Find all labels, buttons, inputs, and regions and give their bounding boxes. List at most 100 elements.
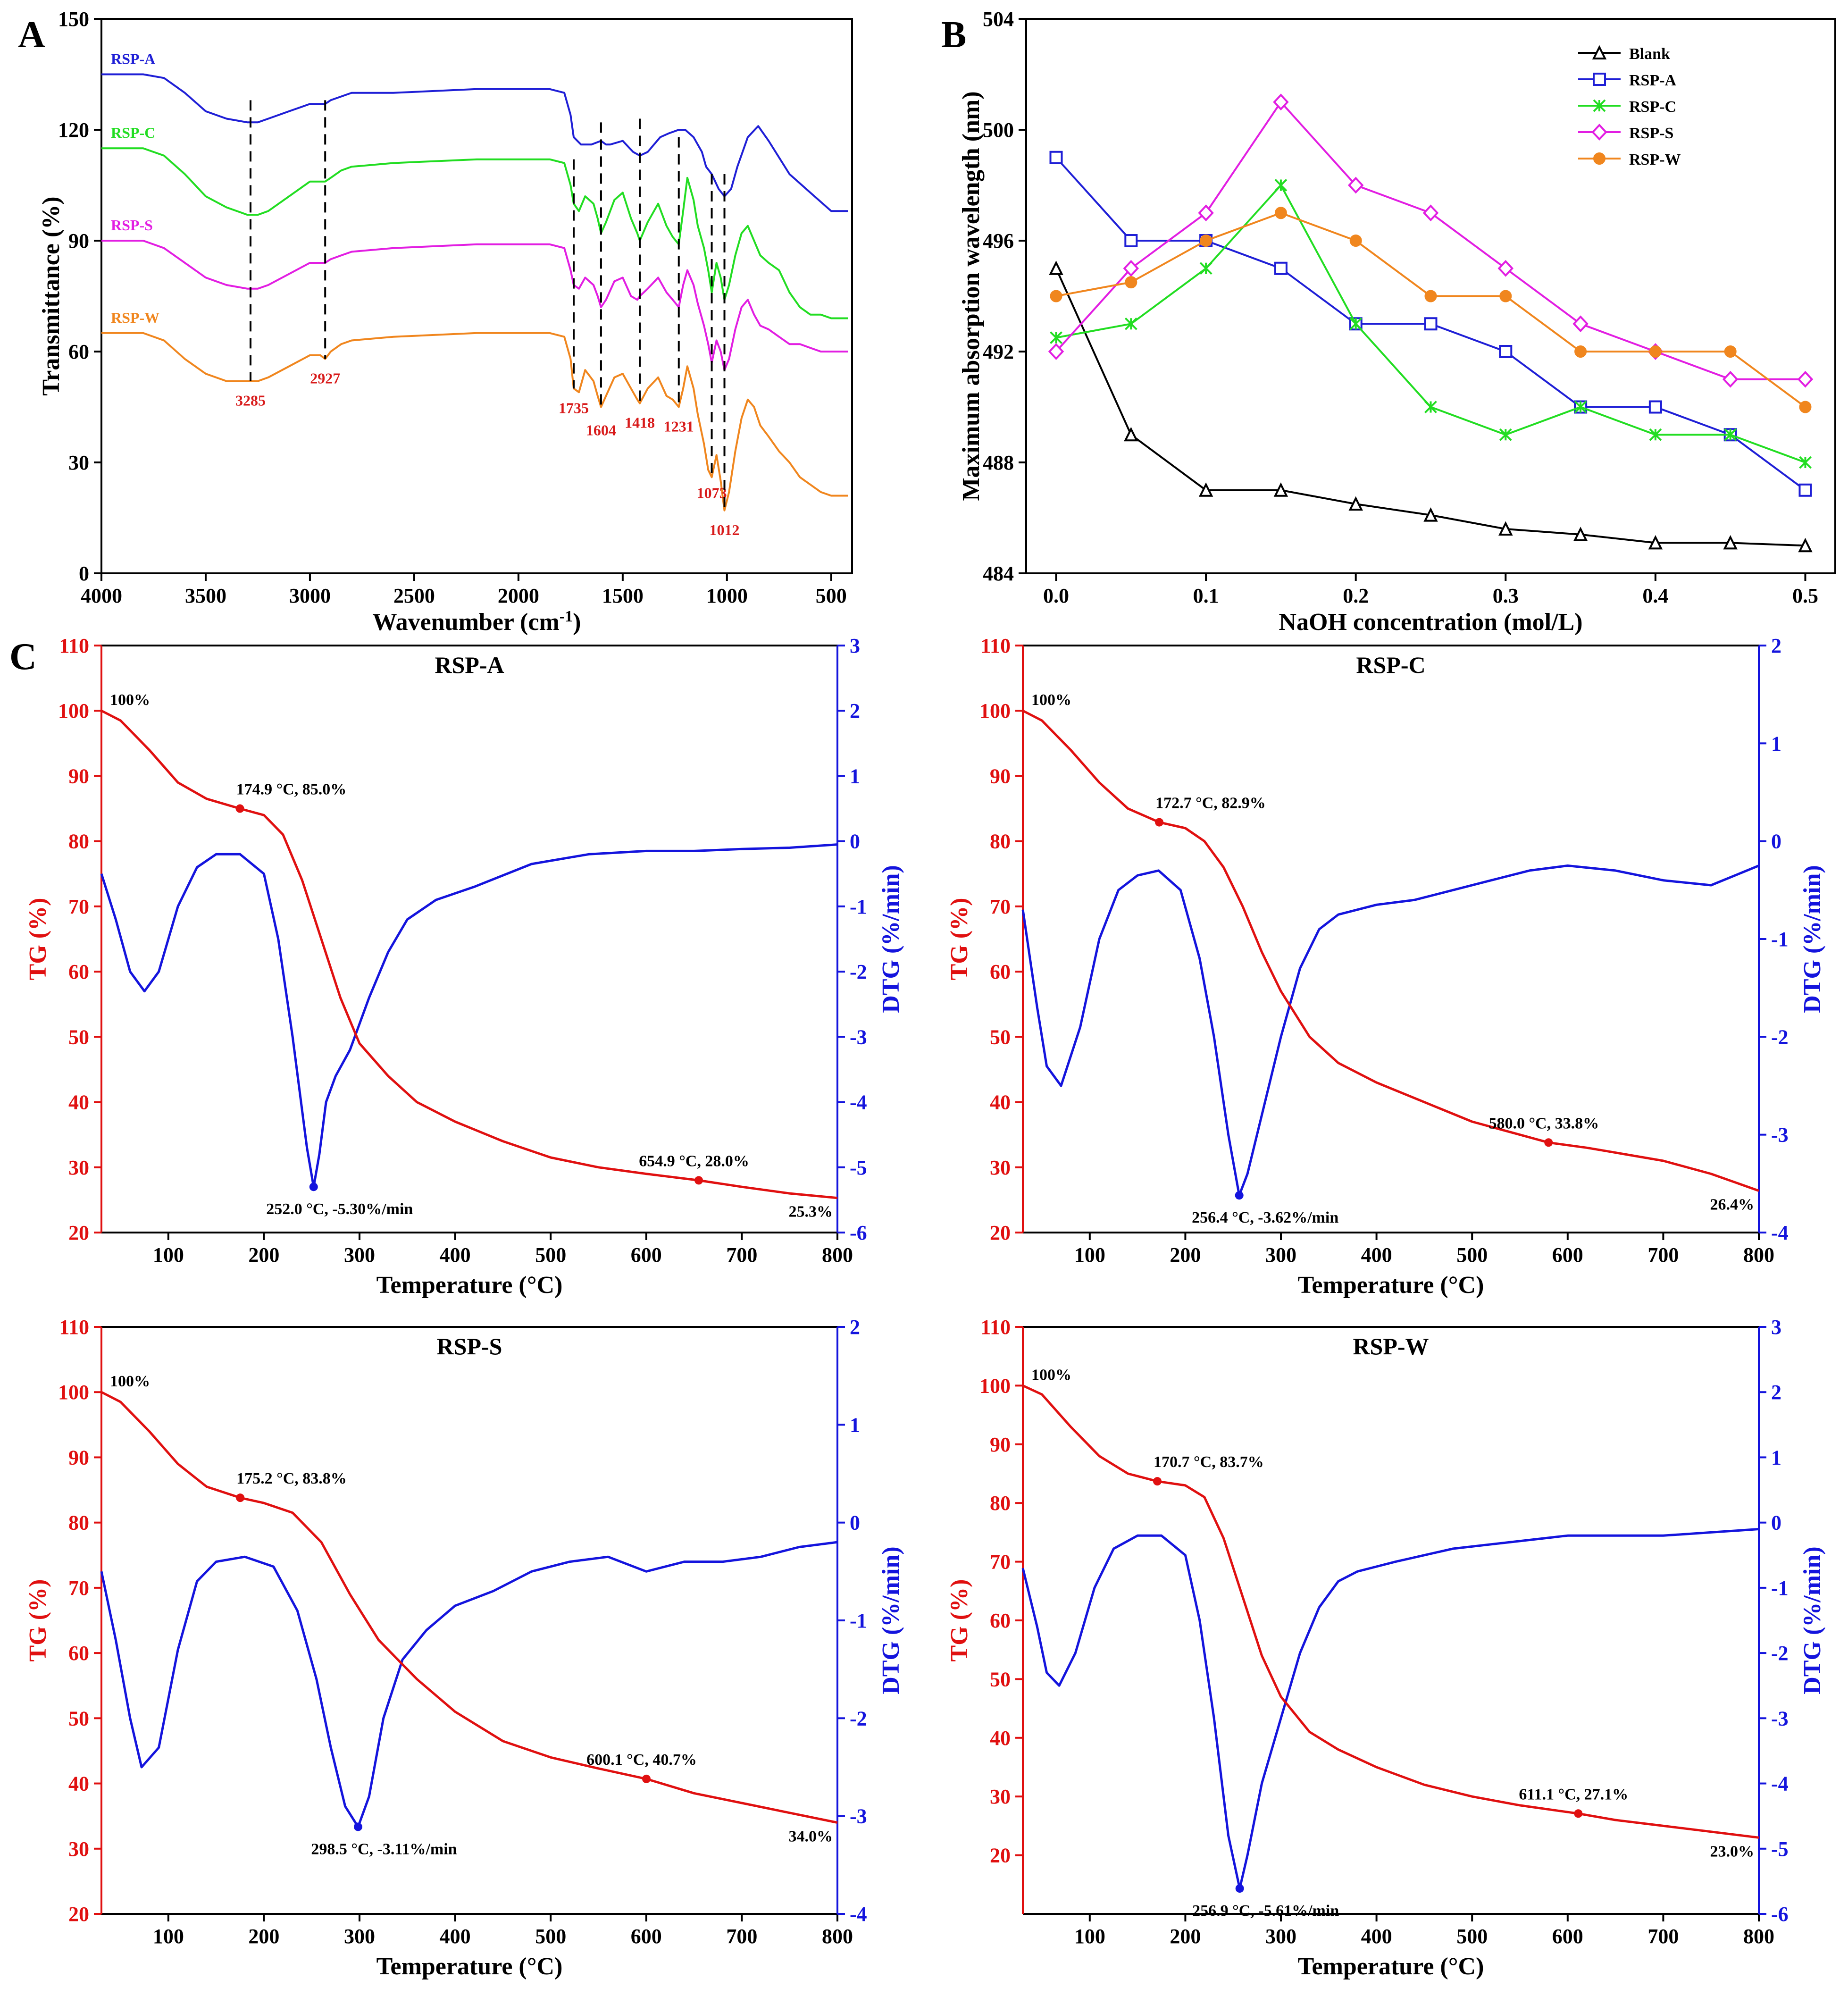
x-tick-label: 0.3 [1493, 584, 1519, 607]
x-tick-label: 0.4 [1642, 584, 1668, 607]
peak-label: 1735 [559, 399, 589, 416]
tg-tick-label: 80 [68, 830, 89, 853]
x-tick-label: 3500 [185, 584, 226, 607]
tga-chart-rsp-a: 100 200 300 400 500 600 700 8002030405060708090… [25, 634, 904, 1299]
tg-end-label: 25.3% [789, 1203, 833, 1221]
x-axis-title-main: Wavenumber (cm [373, 609, 560, 636]
tg-axis-title: TG (%) [25, 1579, 51, 1662]
x-tick-label: 200 [248, 1243, 279, 1267]
series-line-rsp-c [101, 147, 848, 319]
dtg-tick-label: 0 [850, 830, 860, 853]
dtg-min-label: 252.0 °C, -5.30%/min [266, 1200, 413, 1218]
data-point-rsp-w [1050, 290, 1062, 302]
tg-end-label: 26.4% [1710, 1196, 1755, 1214]
ftir-chart: 4000 3500 3000 2500 2000 1500 1000 500 0 30 60 90 12… [38, 8, 853, 636]
dtg-tick-label: -4 [1771, 1772, 1789, 1795]
dtg-min-point [353, 1822, 362, 1831]
x-tick-label: 100 [1074, 1243, 1105, 1267]
tg-tick-label: 20 [68, 1221, 89, 1244]
y-axis-title: Maximum absorption wavelength (nm) [958, 91, 985, 501]
panel-label-a: A [18, 14, 45, 56]
data-point-rsp-w [1499, 290, 1512, 302]
tg-tick-label: 80 [990, 1492, 1011, 1515]
data-point-rsp-s [1572, 315, 1589, 333]
tg-point [1155, 818, 1164, 827]
tg-tick-label: 90 [68, 1446, 89, 1469]
dtg-axis-title: DTG (%/min) [878, 1546, 904, 1694]
tg-point-label-1: 175.2 °C, 83.8% [236, 1470, 347, 1487]
x-tick-label: 1000 [706, 584, 748, 607]
x-tick-label: 500 [1456, 1243, 1488, 1267]
data-point-rsp-w [1200, 235, 1212, 247]
tg-tick-label: 60 [990, 960, 1011, 983]
data-point-blank [1049, 260, 1063, 275]
x-tick-label: 400 [440, 1925, 471, 1948]
data-point-rsp-s [1722, 370, 1739, 388]
tg-tick-label: 70 [68, 1577, 89, 1600]
data-point-blank [1198, 482, 1213, 497]
dtg-line [1021, 864, 1759, 1197]
x-tick-label: 2500 [393, 584, 435, 607]
legend-marker [1593, 99, 1606, 112]
data-point-rsp-a [1274, 261, 1288, 275]
data-point-rsp-w [1724, 345, 1737, 358]
dtg-tick-label: 0 [1771, 1511, 1781, 1535]
tg-tick-label: 90 [68, 764, 89, 788]
data-point-rsp-c [1574, 401, 1587, 413]
x-tick-label: 600 [1552, 1243, 1583, 1267]
legend-marker [1592, 45, 1607, 59]
tg-tick-label: 80 [68, 1511, 89, 1535]
tg-point-label-1: 174.9 °C, 85.0% [236, 781, 347, 798]
x-tick-label: 100 [153, 1243, 184, 1267]
data-point-blank [1648, 535, 1663, 550]
tg-tick-label: 40 [68, 1091, 89, 1114]
dtg-tick-label: -1 [850, 1609, 867, 1632]
dtg-min-point [309, 1183, 318, 1191]
dtg-tick-label: -1 [1771, 1577, 1789, 1600]
peak-label: 1604 [586, 421, 616, 438]
tg-tick-label: 70 [68, 895, 89, 918]
x-tick-label: 500 [535, 1243, 566, 1267]
tg-tick-label: 100 [979, 1374, 1011, 1397]
y-tick-label: 492 [983, 340, 1014, 363]
y-tick-label: 488 [983, 451, 1014, 474]
data-point-blank [1798, 537, 1813, 553]
data-point-blank [1348, 496, 1363, 511]
data-point-rsp-s [1422, 204, 1439, 222]
tg-tick-label: 110 [59, 634, 89, 657]
tg-tick-label: 90 [990, 764, 1011, 788]
data-point-rsp-c [1349, 317, 1363, 330]
y-tick-label: 0 [79, 562, 89, 585]
tg-tick-label: 80 [990, 830, 1011, 853]
dtg-line [1021, 1528, 1759, 1890]
tga-chart-rsp-c: 100 200 300 400 500 600 700 8002030405060708090… [946, 634, 1826, 1299]
y-axis-title: Transmittance (%) [38, 196, 65, 395]
tg-point [1544, 1138, 1553, 1147]
data-point-rsp-c [1424, 401, 1437, 413]
x-tick-label: 300 [344, 1243, 375, 1267]
series-line-rsp-w [101, 332, 848, 512]
x-axis-title-end: ) [573, 609, 581, 636]
x-tick-label: 700 [1647, 1925, 1679, 1948]
tg-tick-label: 40 [68, 1772, 89, 1795]
data-point-rsp-a [1049, 151, 1063, 164]
series-label: RSP-A [111, 50, 155, 67]
y-tick-label: 484 [983, 562, 1014, 585]
dtg-tick-label: 1 [850, 764, 860, 788]
dtg-tick-label: -5 [1771, 1837, 1789, 1861]
tg-tick-label: 110 [59, 1316, 89, 1339]
x-tick-label: 500 [1456, 1925, 1488, 1948]
x-tick-label: 400 [1361, 1925, 1392, 1948]
data-point-blank [1124, 427, 1138, 442]
x-tick-label: 200 [248, 1925, 279, 1948]
tg-point-label-2: 600.1 °C, 40.7% [586, 1751, 697, 1769]
data-point-rsp-w [1799, 401, 1812, 413]
data-point-rsp-c [1199, 262, 1212, 275]
dtg-tick-label: 2 [850, 699, 860, 722]
series-label: RSP-W [111, 309, 159, 326]
wavelength-chart: 0.0 0.1 0.2 0.3 0.4 0.5 484 488 492 496 500 504 NaOH… [958, 8, 1836, 636]
x-tick-label: 0.5 [1792, 584, 1818, 607]
y-tick-label: 30 [68, 451, 89, 474]
x-axis-title: Wavenumber (cm-1) [373, 608, 581, 636]
x-tick-label: 700 [726, 1243, 757, 1267]
